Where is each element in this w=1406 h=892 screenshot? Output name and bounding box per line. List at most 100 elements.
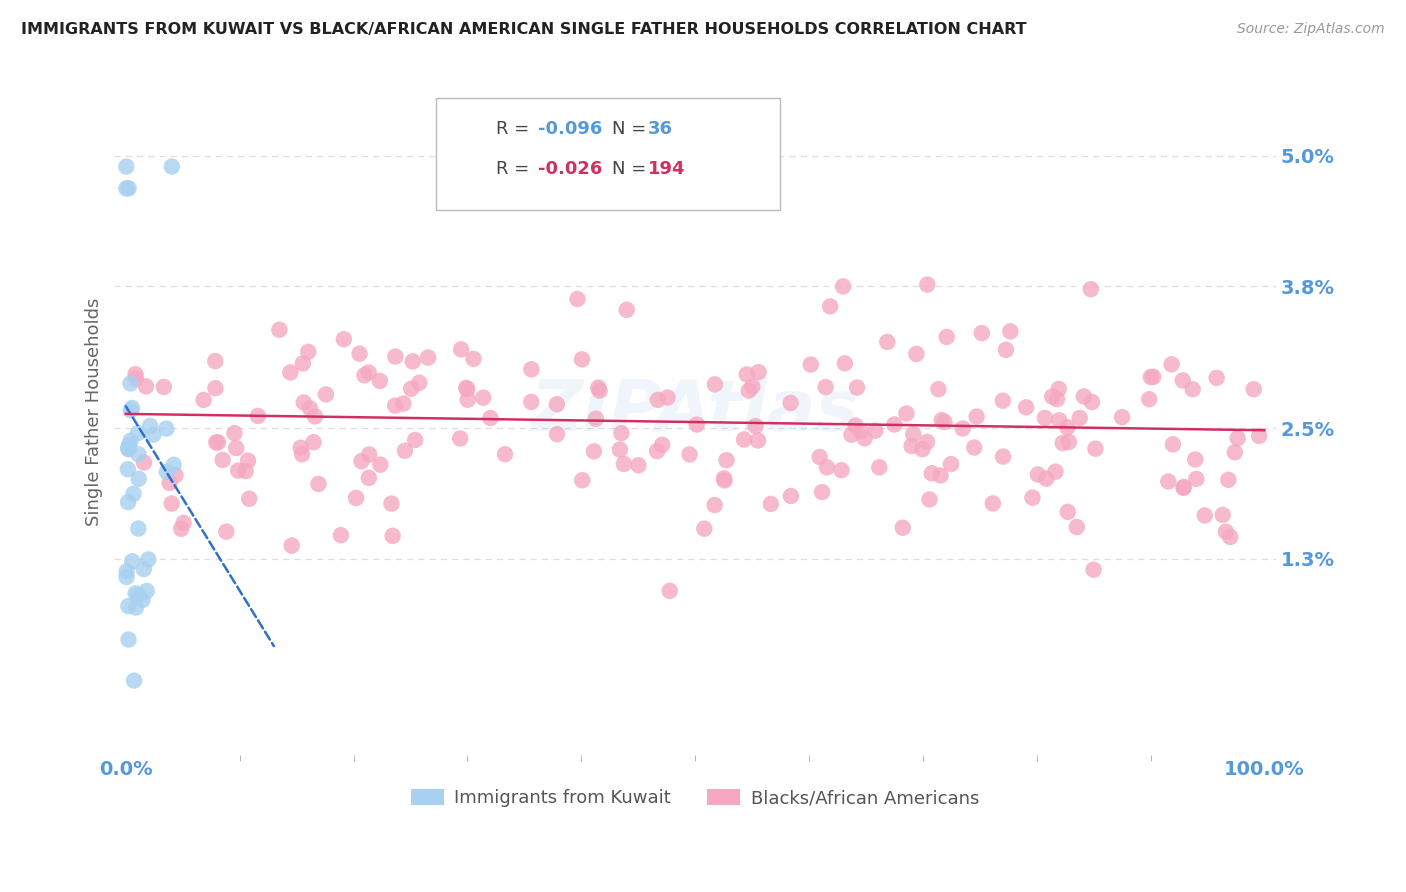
Point: [571, 473, 593, 487]
Point: [738, 384, 761, 398]
Point: [127, 522, 149, 536]
Point: [193, 392, 215, 407]
Text: IMMIGRANTS FROM KUWAIT VS BLACK/AFRICAN AMERICAN SINGLE FATHER HOUSEHOLDS CORREL: IMMIGRANTS FROM KUWAIT VS BLACK/AFRICAN …: [21, 22, 1026, 37]
Point: [927, 382, 949, 396]
Point: [970, 326, 993, 340]
Point: [1057, 435, 1080, 450]
Point: [449, 432, 471, 446]
Point: [349, 346, 371, 360]
Point: [921, 467, 943, 481]
Point: [588, 381, 610, 395]
Point: [935, 330, 957, 344]
Point: [678, 447, 700, 461]
Point: [966, 409, 988, 424]
Point: [846, 380, 869, 394]
Point: [981, 496, 1004, 510]
Point: [657, 391, 679, 405]
Point: [132, 456, 155, 470]
Point: [298, 401, 321, 416]
Point: [155, 421, 177, 435]
Point: [917, 277, 939, 292]
Point: [651, 438, 673, 452]
Point: [1056, 505, 1078, 519]
Point: [127, 425, 149, 440]
Point: [929, 468, 952, 483]
Point: [918, 492, 941, 507]
Point: [1046, 392, 1069, 406]
Point: [733, 433, 755, 447]
Point: [357, 471, 380, 485]
Point: [1223, 445, 1246, 459]
Point: [1047, 382, 1070, 396]
Point: [479, 411, 502, 425]
Point: [211, 453, 233, 467]
Point: [170, 522, 193, 536]
Point: [844, 418, 866, 433]
Point: [297, 344, 319, 359]
Text: ZIPAtlas: ZIPAtlas: [531, 377, 859, 446]
Point: [115, 160, 138, 174]
Point: [1142, 369, 1164, 384]
Point: [735, 368, 758, 382]
Point: [1040, 390, 1063, 404]
Point: [779, 489, 801, 503]
Point: [135, 583, 157, 598]
Point: [1069, 411, 1091, 425]
Point: [1140, 370, 1163, 384]
Point: [903, 427, 925, 442]
Point: [686, 417, 709, 432]
Point: [800, 358, 823, 372]
Point: [1047, 413, 1070, 427]
Point: [456, 381, 478, 395]
Point: [128, 472, 150, 486]
Point: [117, 181, 139, 195]
Point: [359, 448, 381, 462]
Point: [115, 564, 138, 578]
Point: [117, 462, 139, 476]
Point: [204, 354, 226, 368]
Point: [546, 427, 568, 442]
Point: [808, 450, 831, 464]
Text: N =: N =: [612, 161, 651, 178]
Point: [370, 458, 392, 472]
Point: [1171, 373, 1194, 387]
Point: [269, 323, 291, 337]
Point: [124, 368, 146, 382]
Point: [716, 453, 738, 467]
Point: [1157, 475, 1180, 489]
Point: [368, 374, 391, 388]
Point: [381, 529, 404, 543]
Point: [131, 593, 153, 607]
Point: [120, 434, 142, 448]
Point: [380, 497, 402, 511]
Point: [883, 417, 905, 432]
Point: [159, 475, 181, 490]
Point: [394, 443, 416, 458]
Point: [280, 366, 302, 380]
Point: [1015, 401, 1038, 415]
Point: [224, 426, 246, 441]
Point: [520, 362, 543, 376]
Point: [1194, 508, 1216, 523]
Point: [1161, 437, 1184, 451]
Point: [831, 463, 853, 477]
Point: [703, 498, 725, 512]
Point: [125, 600, 148, 615]
Point: [876, 334, 898, 349]
Point: [142, 427, 165, 442]
Point: [291, 447, 314, 461]
Point: [1000, 324, 1022, 338]
Point: [627, 458, 650, 473]
Point: [713, 471, 735, 485]
Point: [1035, 472, 1057, 486]
Point: [934, 415, 956, 429]
Point: [1111, 410, 1133, 425]
Point: [779, 396, 801, 410]
Point: [418, 351, 440, 365]
Point: [456, 382, 478, 396]
Point: [645, 444, 668, 458]
Point: [205, 435, 228, 450]
Point: [744, 419, 766, 434]
Point: [290, 441, 312, 455]
Point: [585, 411, 607, 425]
